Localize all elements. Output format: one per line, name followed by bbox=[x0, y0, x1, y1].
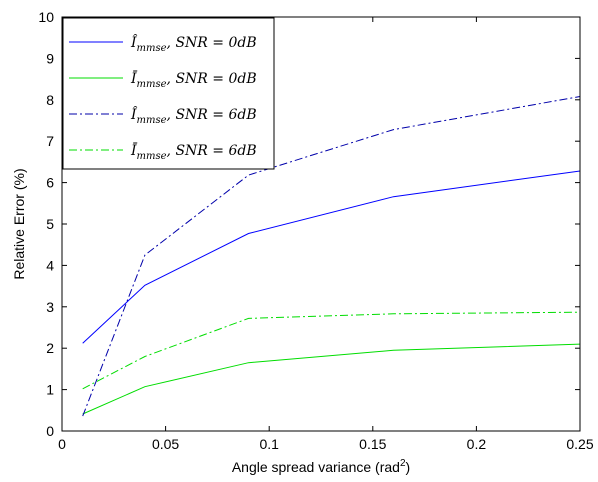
legend-label-subscript: mmse bbox=[137, 79, 167, 90]
x-tick-label: 0.1 bbox=[259, 436, 279, 452]
y-tick-label: 6 bbox=[46, 175, 54, 191]
y-tick-label: 1 bbox=[46, 382, 54, 398]
legend-label-symbol: Î bbox=[130, 105, 138, 123]
x-axis-title: Angle spread variance (rad2) bbox=[232, 458, 410, 475]
tick-layer: 0 0.05 0.1 0.15 0.2 0.25 0 1 2 3 4 5 6 7 8 9 10 bbox=[38, 9, 593, 452]
x-axis-title-superscript: 2 bbox=[400, 458, 406, 469]
legend-label-subscript: mmse bbox=[137, 151, 167, 162]
y-tick-label: 3 bbox=[46, 299, 54, 315]
legend-label-2: Īmmse, SNR = 0dB bbox=[130, 69, 257, 90]
series-layer bbox=[82, 96, 581, 417]
x-tick-label: 0.25 bbox=[566, 436, 593, 452]
legend-label-rest: , SNR = 6dB bbox=[167, 107, 257, 123]
legend-label-1: Îmmse, SNR = 0dB bbox=[130, 33, 257, 54]
legend-label-subscript: mmse bbox=[137, 115, 167, 126]
legend-label-4: Īmmse, SNR = 6dB bbox=[130, 141, 257, 162]
legend-label-3: Îmmse, SNR = 6dB bbox=[130, 105, 257, 126]
x-tick-label: 0.05 bbox=[152, 436, 179, 452]
legend-label-rest: , SNR = 0dB bbox=[167, 35, 257, 51]
x-axis-title-main: Angle spread variance (rad bbox=[232, 459, 400, 475]
series-line-1 bbox=[82, 170, 581, 344]
legend-label-symbol: Ī bbox=[130, 69, 138, 87]
y-tick-label: 9 bbox=[46, 50, 54, 66]
y-tick-label: 0 bbox=[46, 423, 54, 439]
series-line-3 bbox=[82, 96, 581, 417]
x-axis-title-close: ) bbox=[406, 459, 411, 475]
x-tick-label: 0.15 bbox=[359, 436, 386, 452]
series-line-4 bbox=[82, 311, 581, 390]
y-tick-label: 5 bbox=[46, 216, 54, 232]
legend-label-rest: , SNR = 0dB bbox=[167, 71, 257, 87]
x-tick-label: 0.2 bbox=[467, 436, 487, 452]
y-tick-label: 8 bbox=[46, 92, 54, 108]
legend-box bbox=[62, 17, 275, 170]
y-tick-label: 4 bbox=[46, 257, 54, 273]
series-line-2 bbox=[82, 343, 581, 415]
legend-label-symbol: Î bbox=[130, 33, 138, 51]
legend-label-subscript: mmse bbox=[137, 43, 167, 54]
legend-label-symbol: Ī bbox=[130, 141, 138, 159]
y-tick-label: 10 bbox=[38, 9, 54, 25]
x-tick-label: 0 bbox=[58, 436, 66, 452]
y-tick-label: 7 bbox=[46, 133, 54, 149]
y-axis-title: Relative Error (%) bbox=[11, 168, 27, 279]
legend-label-rest: , SNR = 6dB bbox=[167, 143, 257, 159]
y-tick-label: 2 bbox=[46, 340, 54, 356]
